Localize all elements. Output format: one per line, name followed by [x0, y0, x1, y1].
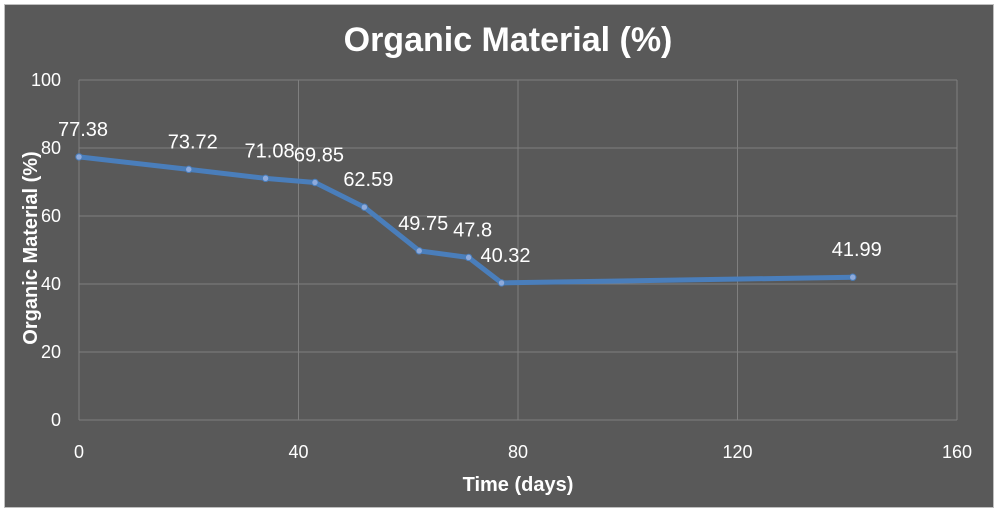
x-tick-label: 0	[74, 442, 84, 462]
data-label: 41.99	[832, 239, 882, 261]
data-point	[849, 273, 857, 281]
y-tick-label: 40	[41, 274, 61, 294]
data-label: 40.32	[481, 245, 531, 267]
y-tick-label: 20	[41, 342, 61, 362]
chart-title: Organic Material (%)	[344, 21, 673, 59]
data-point	[185, 165, 193, 174]
data-label: 73.72	[168, 131, 218, 153]
data-label: 71.08	[245, 140, 295, 162]
data-label: 47.8	[453, 219, 492, 241]
x-tick-label: 80	[508, 442, 528, 462]
y-tick-label: 80	[41, 138, 61, 158]
data-point	[311, 178, 319, 187]
tick-labels: 0 20 40 60 80 100 0 40 80 120 160	[31, 70, 972, 462]
data-point	[464, 253, 473, 262]
chart-area: Organic Material (%) 0 20 40 60 80 100 0 40 80 12…	[4, 4, 994, 508]
y-tick-label: 60	[41, 206, 61, 226]
y-axis-title: Organic Material (%)	[20, 151, 42, 344]
y-tick-label: 100	[31, 70, 61, 90]
series-layer	[75, 153, 857, 287]
x-tick-label: 120	[722, 442, 752, 462]
data-point	[261, 174, 270, 183]
x-axis-title: Time (days)	[463, 474, 574, 496]
data-point	[360, 203, 369, 211]
data-label: 49.75	[398, 213, 448, 235]
chart-svg: Organic Material (%) 0 20 40 60 80 100 0 40 80 12…	[20, 21, 972, 496]
x-tick-label: 40	[288, 442, 308, 462]
y-tick-label: 0	[51, 410, 61, 430]
data-label: 69.85	[294, 145, 344, 167]
data-point	[497, 279, 506, 287]
data-label: 77.38	[58, 119, 108, 141]
data-point	[415, 247, 423, 255]
x-tick-label: 160	[942, 442, 972, 462]
data-label: 62.59	[343, 169, 393, 191]
data-point	[75, 153, 83, 161]
